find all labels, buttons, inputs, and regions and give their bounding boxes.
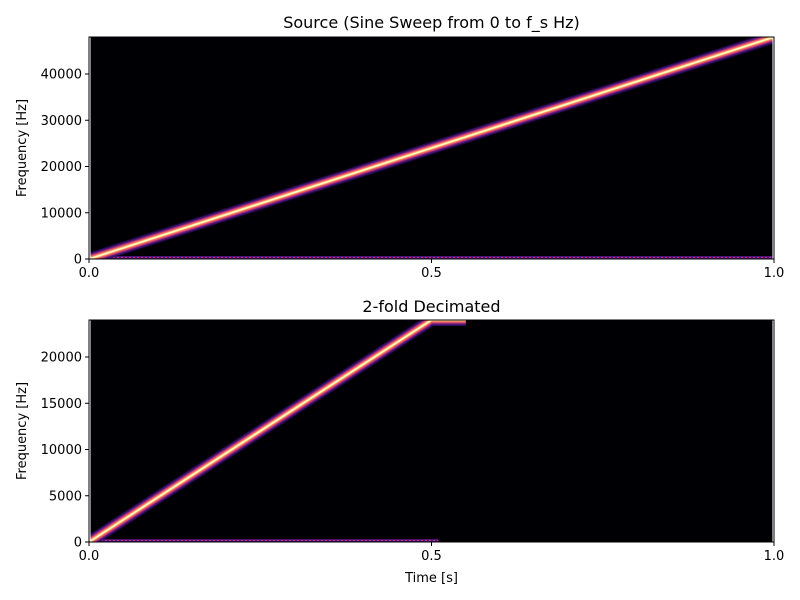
y-tick-label: 15000	[41, 397, 82, 412]
y-tick-label: 20000	[41, 160, 82, 175]
spectrogram-traces	[89, 37, 774, 259]
chart-panel-1: Source (Sine Sweep from 0 to f_s Hz)0.0 0…	[15, 13, 784, 281]
chart-title: 2-fold Decimated	[362, 297, 500, 316]
left-edge-strip	[89, 320, 91, 542]
y-tick-label: 10000	[41, 206, 82, 221]
y-tick-label: 10000	[41, 443, 82, 458]
y-tick-label: 30000	[41, 114, 82, 129]
right-edge-strip	[772, 37, 774, 259]
x-axis-label: Time [s]	[404, 571, 458, 586]
y-axis-label: Frequency [Hz]	[15, 382, 30, 480]
y-tick-label: 0	[74, 536, 82, 551]
x-tick-label: 0.0	[79, 549, 100, 564]
x-tick-label: 0.5	[421, 266, 442, 281]
y-tick-label: 40000	[41, 68, 82, 83]
x-tick-label: 1.0	[764, 549, 785, 564]
y-axis-label: Frequency [Hz]	[15, 99, 30, 197]
x-tick-label: 0.5	[421, 549, 442, 564]
chart-panel-2: 2-fold Decimated 0.0 0.5 1.0 0 5000 10000 15000…	[15, 297, 784, 586]
x-tick-label: 0.0	[79, 266, 100, 281]
left-edge-strip	[89, 37, 91, 259]
y-tick-label: 20000	[41, 351, 82, 366]
spectrogram-traces	[89, 320, 466, 542]
y-tick-label: 0	[74, 253, 82, 268]
spectrogram-background	[89, 320, 774, 542]
right-edge-strip	[772, 320, 774, 542]
sweep-trace-layer-6	[89, 320, 432, 542]
chart-title: Source (Sine Sweep from 0 to f_s Hz)	[283, 13, 580, 33]
x-tick-label: 1.0	[764, 266, 785, 281]
sweep-trace-layer-6	[89, 37, 774, 259]
y-tick-label: 5000	[49, 489, 82, 504]
